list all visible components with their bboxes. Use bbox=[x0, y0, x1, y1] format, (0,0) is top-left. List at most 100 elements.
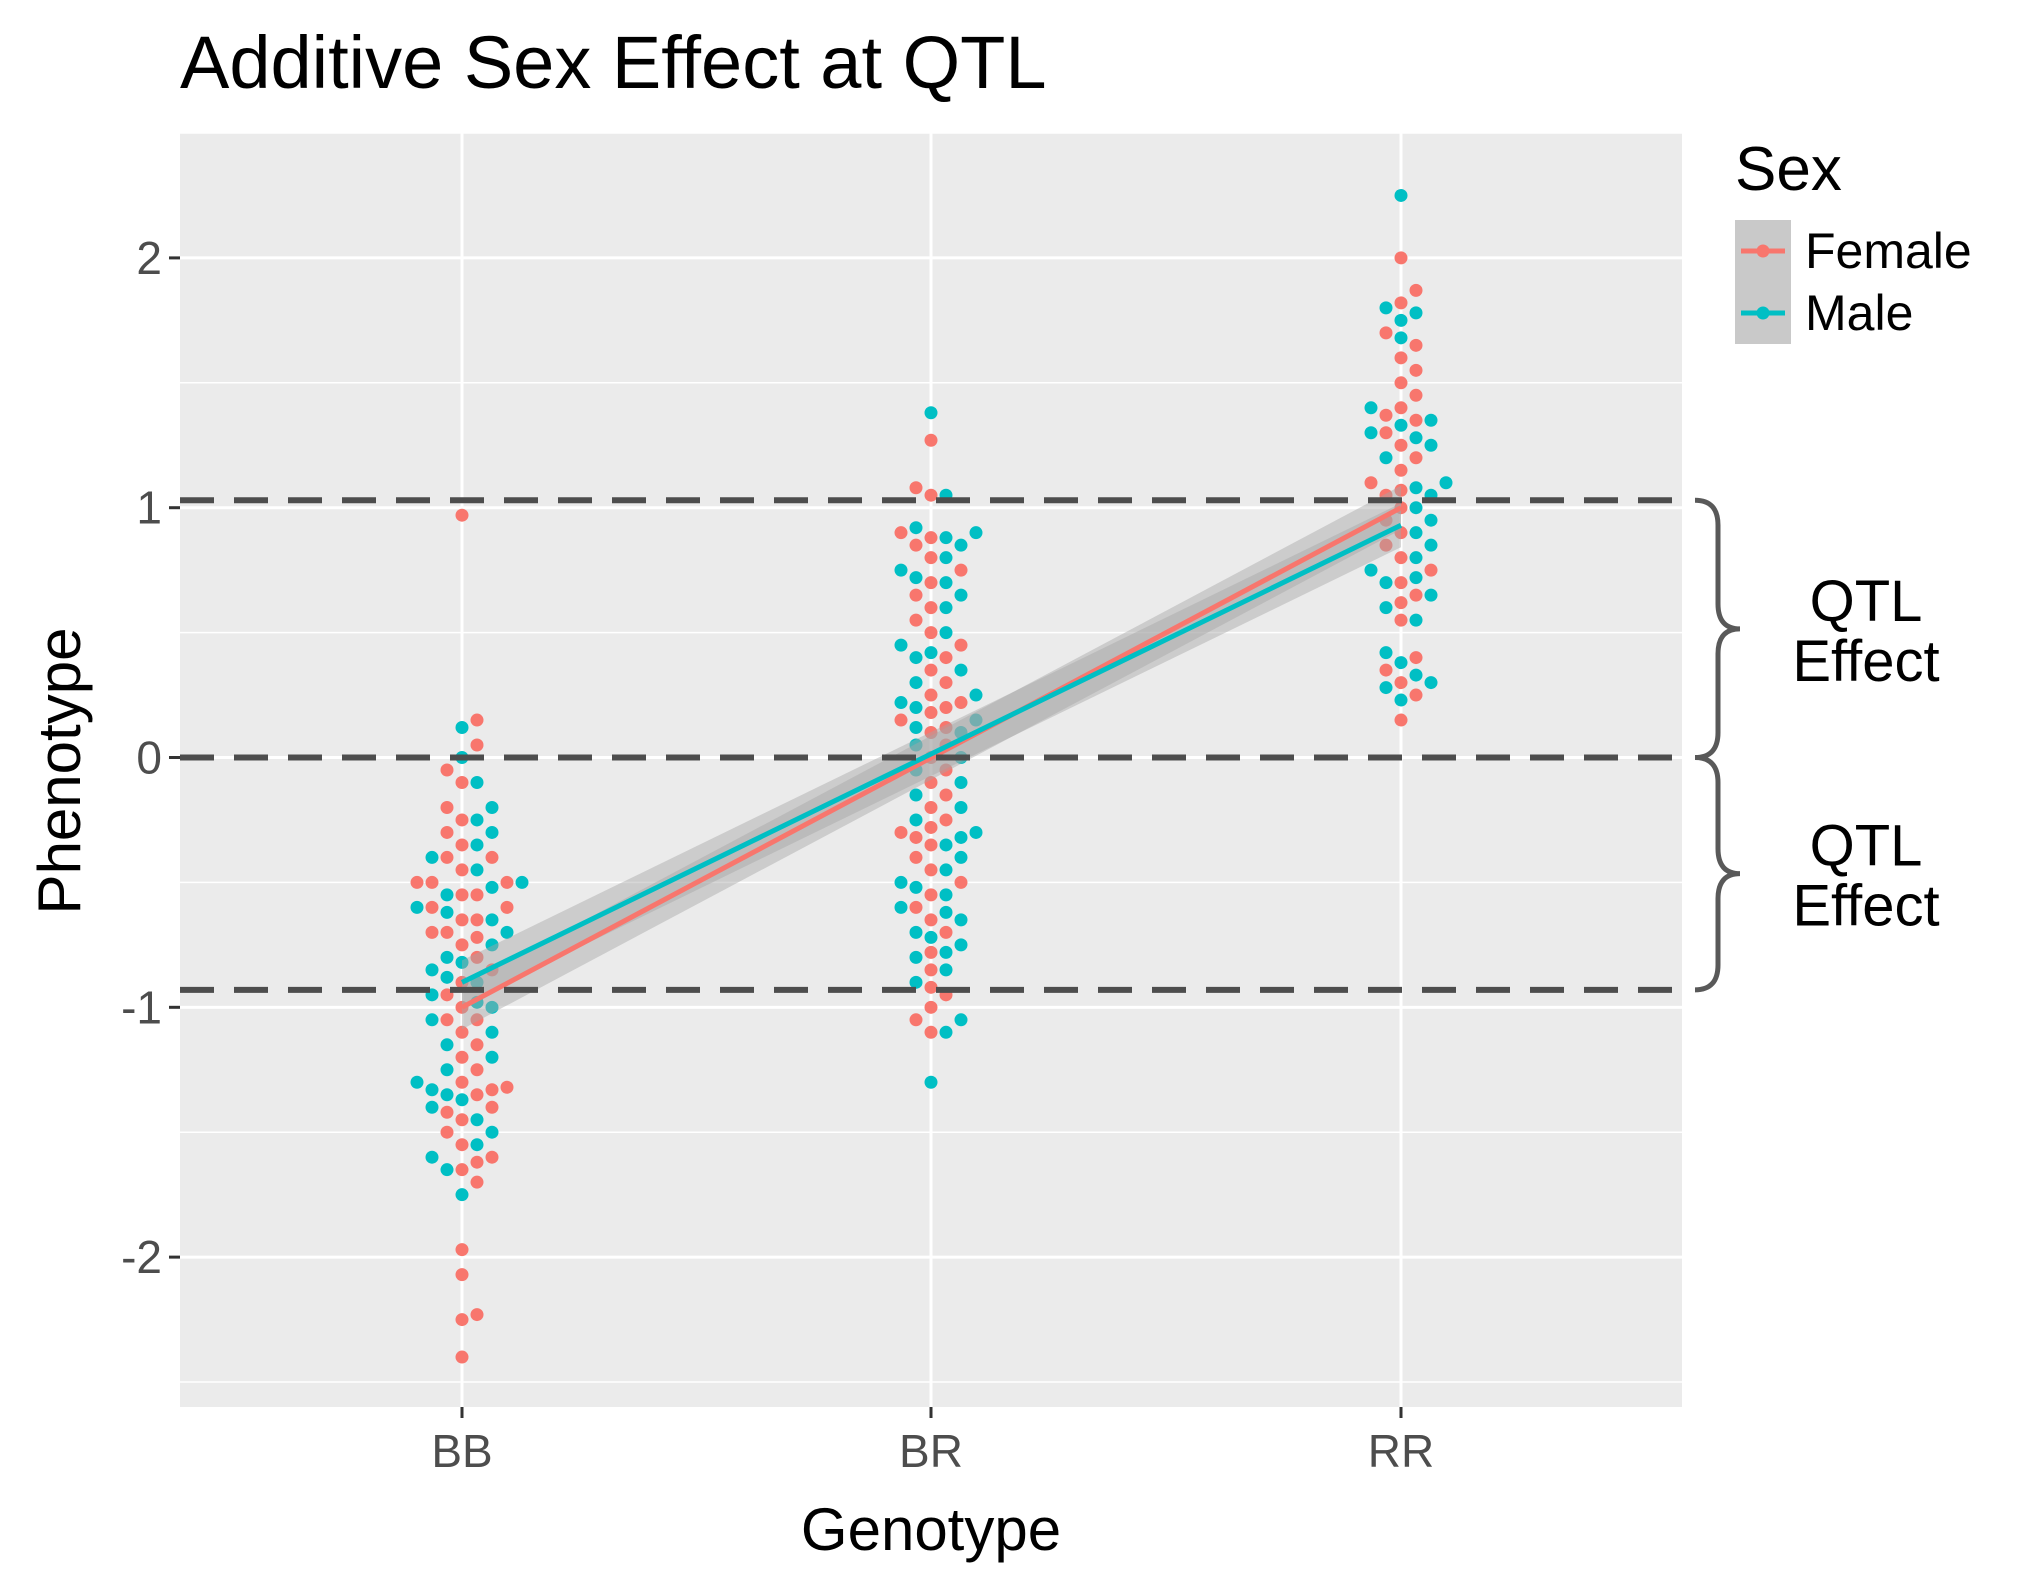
data-point-female bbox=[425, 875, 439, 889]
data-point-male bbox=[909, 521, 923, 535]
data-point-female bbox=[909, 481, 923, 495]
data-point-female bbox=[1409, 338, 1423, 352]
data-point-male bbox=[1394, 331, 1408, 345]
data-point-male bbox=[894, 563, 908, 577]
legend-label: Male bbox=[1805, 285, 1913, 341]
data-point-male bbox=[1364, 401, 1378, 415]
data-point-female bbox=[410, 875, 424, 889]
data-point-male bbox=[440, 1038, 454, 1052]
data-point-male bbox=[954, 775, 968, 789]
data-point-male bbox=[909, 571, 923, 585]
data-point-female bbox=[455, 1243, 469, 1257]
data-point-female bbox=[470, 713, 484, 727]
data-point-female bbox=[470, 1175, 484, 1189]
data-point-male bbox=[425, 1150, 439, 1164]
data-point-male bbox=[1379, 601, 1393, 615]
data-point-female bbox=[924, 775, 938, 789]
data-point-female bbox=[470, 888, 484, 902]
data-point-male bbox=[909, 738, 923, 752]
data-point-male bbox=[1364, 426, 1378, 440]
data-point-female bbox=[470, 1013, 484, 1027]
data-point-male bbox=[470, 775, 484, 789]
data-point-female bbox=[1394, 596, 1408, 610]
data-point-female bbox=[909, 613, 923, 627]
data-point-male bbox=[1424, 676, 1438, 690]
data-point-female bbox=[909, 830, 923, 844]
data-point-male bbox=[425, 963, 439, 977]
data-point-female bbox=[1394, 713, 1408, 727]
curly-brace bbox=[1694, 755, 1741, 993]
data-point-female bbox=[924, 800, 938, 814]
annotation-text: Effect bbox=[1792, 629, 1939, 694]
data-point-male bbox=[485, 825, 499, 839]
data-point-male bbox=[1424, 538, 1438, 552]
grid bbox=[180, 132, 1682, 1407]
data-point-male bbox=[1439, 476, 1453, 490]
data-point-male bbox=[954, 800, 968, 814]
data-point-female bbox=[909, 1013, 923, 1027]
data-point-male bbox=[954, 938, 968, 952]
data-point-male bbox=[455, 955, 469, 969]
data-point-female bbox=[455, 1268, 469, 1282]
data-point-female bbox=[1394, 351, 1408, 365]
data-point-female bbox=[924, 980, 938, 994]
data-point-male bbox=[909, 676, 923, 690]
data-point-female bbox=[924, 863, 938, 877]
data-point-female bbox=[909, 538, 923, 552]
y-axis-label: Phenotype bbox=[26, 628, 93, 915]
data-point-male bbox=[894, 900, 908, 914]
data-point-male bbox=[969, 688, 983, 702]
data-point-female bbox=[924, 576, 938, 590]
data-point-female bbox=[455, 775, 469, 789]
reference-lines bbox=[180, 497, 1682, 993]
data-point-female bbox=[1409, 413, 1423, 427]
data-point-female bbox=[939, 813, 953, 827]
data-point-male bbox=[1394, 188, 1408, 202]
data-point-male bbox=[1424, 438, 1438, 452]
regression-fits bbox=[460, 485, 1403, 1030]
data-point-female bbox=[500, 875, 514, 889]
data-point-female bbox=[894, 825, 908, 839]
data-point-male bbox=[924, 646, 938, 660]
data-point-male bbox=[924, 1075, 938, 1089]
data-point-male bbox=[485, 880, 499, 894]
data-point-male bbox=[1394, 693, 1408, 707]
data-point-male bbox=[954, 663, 968, 677]
data-point-male bbox=[485, 1125, 499, 1139]
data-point-female bbox=[924, 531, 938, 545]
data-point-male bbox=[1409, 668, 1423, 682]
data-point-male bbox=[485, 938, 499, 952]
data-point-female bbox=[939, 701, 953, 715]
y-tick-label: -1 bbox=[121, 981, 162, 1033]
data-point-female bbox=[455, 813, 469, 827]
data-point-male bbox=[909, 651, 923, 665]
data-point-male bbox=[954, 588, 968, 602]
y-tick-label: 2 bbox=[136, 232, 162, 284]
data-point-male bbox=[954, 1013, 968, 1027]
data-point-female bbox=[924, 626, 938, 640]
data-point-male bbox=[485, 1000, 499, 1014]
fit-line-male bbox=[460, 522, 1403, 985]
data-points bbox=[410, 188, 1453, 1364]
fit-line-female bbox=[460, 505, 1403, 1010]
data-point-male bbox=[894, 875, 908, 889]
data-point-male bbox=[425, 1083, 439, 1097]
data-point-female bbox=[924, 663, 938, 677]
data-point-female bbox=[440, 763, 454, 777]
data-point-male bbox=[1424, 588, 1438, 602]
data-point-male bbox=[909, 950, 923, 964]
data-point-female bbox=[924, 963, 938, 977]
data-point-female bbox=[440, 1013, 454, 1027]
data-point-female bbox=[455, 1025, 469, 1039]
data-point-female bbox=[924, 1000, 938, 1014]
data-point-male bbox=[1409, 501, 1423, 515]
data-point-female bbox=[909, 850, 923, 864]
data-point-male bbox=[1379, 451, 1393, 465]
curly-brace bbox=[1694, 497, 1741, 761]
data-point-female bbox=[1409, 363, 1423, 377]
data-point-female bbox=[1394, 251, 1408, 265]
data-point-female bbox=[1409, 588, 1423, 602]
data-point-female bbox=[1409, 388, 1423, 402]
data-point-female bbox=[1364, 476, 1378, 490]
